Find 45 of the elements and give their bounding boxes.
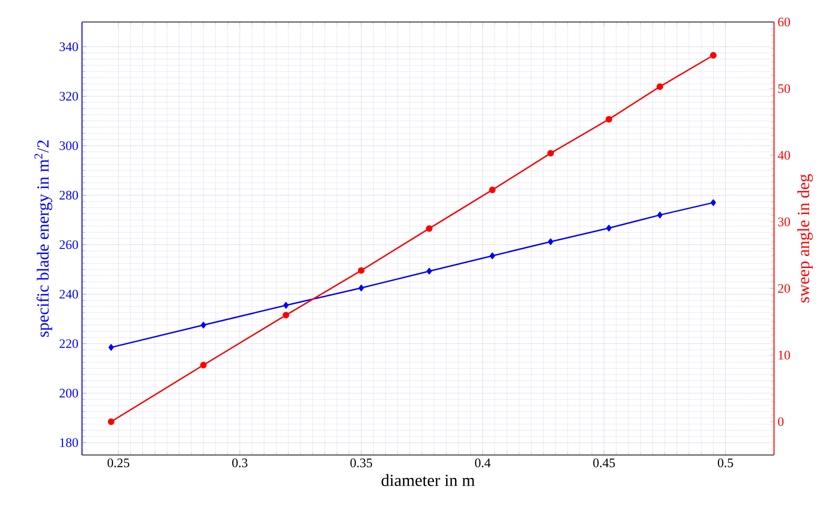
point xyxy=(657,212,663,218)
point xyxy=(200,362,207,368)
point xyxy=(606,116,612,123)
point xyxy=(426,225,433,232)
point xyxy=(358,284,364,292)
y2-tick-label: 10 xyxy=(778,350,790,360)
point xyxy=(283,302,289,309)
point xyxy=(358,267,365,274)
y2-tick-label: 20 xyxy=(778,284,790,293)
x-tick-label: 0.45 xyxy=(593,458,615,468)
y2-axis-title: sweep angle in deg xyxy=(797,174,813,302)
y-tick-label: 260 xyxy=(60,240,78,250)
point xyxy=(282,312,290,318)
y2-tick-label: 0 xyxy=(778,417,784,426)
point xyxy=(710,52,717,59)
y-axis-title: specific blade energy in m$^{2}$/2 xyxy=(34,140,52,337)
point xyxy=(656,83,664,90)
point xyxy=(606,224,612,232)
y-tick-label: 180 xyxy=(60,438,78,447)
point xyxy=(489,186,496,194)
x-tick-label: 0.25 xyxy=(108,458,130,468)
point xyxy=(108,344,114,351)
y2-tick-label: 50 xyxy=(778,84,790,93)
y-tick-label: 300 xyxy=(60,141,78,150)
x-tick-label: 0.3 xyxy=(232,458,248,468)
x-axis-title: diameter in m xyxy=(382,474,475,486)
point xyxy=(547,150,554,157)
point xyxy=(490,252,495,260)
point xyxy=(200,322,206,328)
y2-tick-label: 40 xyxy=(778,150,790,160)
y-tick-label: 340 xyxy=(60,42,78,52)
point xyxy=(710,199,716,206)
y-tick-label: 240 xyxy=(60,290,78,299)
y-tick-label: 280 xyxy=(60,190,78,200)
point xyxy=(548,238,554,246)
point xyxy=(108,418,114,425)
y-tick-label: 200 xyxy=(60,388,78,398)
x-tick-label: 0.4 xyxy=(475,458,491,468)
y-tick-label: 220 xyxy=(60,339,78,348)
x-tick-label: 0.5 xyxy=(718,458,734,468)
y2-tick-label: 60 xyxy=(778,18,790,26)
y-tick-label: 320 xyxy=(60,92,78,101)
point xyxy=(426,268,432,274)
y2-tick-label: 30 xyxy=(778,217,790,226)
x-tick-label: 0.35 xyxy=(350,458,372,468)
